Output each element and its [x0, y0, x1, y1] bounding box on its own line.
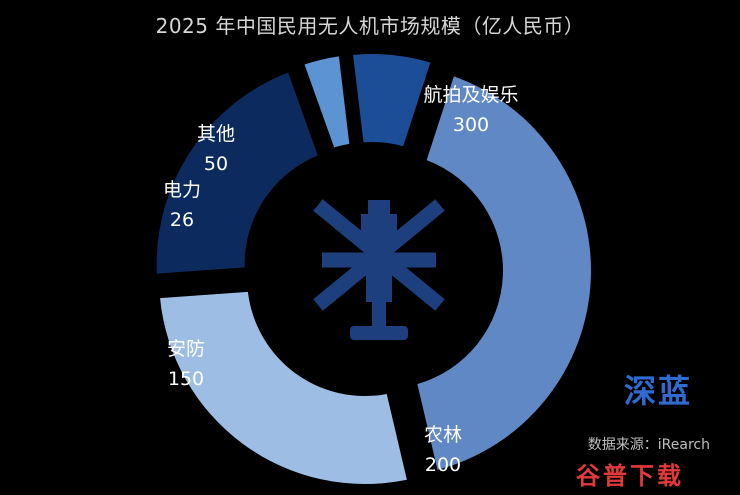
drone-icon — [313, 199, 445, 340]
slice-security — [156, 72, 318, 274]
slice-value-security: 150 — [168, 368, 204, 390]
source-note: 数据来源：iRearch — [587, 437, 710, 453]
slice-label-aerial: 航拍及娱乐 — [423, 84, 518, 106]
slice-label-security: 安防 — [167, 338, 205, 360]
slice-value-aerial: 300 — [453, 114, 489, 136]
slice-aerial — [417, 76, 591, 470]
slice-value-agri: 200 — [425, 454, 461, 476]
slice-value-power: 26 — [170, 209, 194, 231]
chart-title: 2025 年中国民用无人机市场规模（亿人民币） — [155, 14, 585, 38]
slice-power — [304, 56, 350, 148]
watermark-logo: 深蓝 — [623, 372, 692, 410]
slice-label-agri: 农林 — [424, 424, 462, 446]
slice-agri — [160, 291, 407, 485]
site-logo: 谷普下载 — [576, 462, 684, 490]
slice-label-other: 其他 — [197, 123, 235, 145]
slice-other — [353, 54, 431, 147]
slice-label-power: 电力 — [163, 179, 201, 201]
slice-value-other: 50 — [204, 153, 228, 175]
